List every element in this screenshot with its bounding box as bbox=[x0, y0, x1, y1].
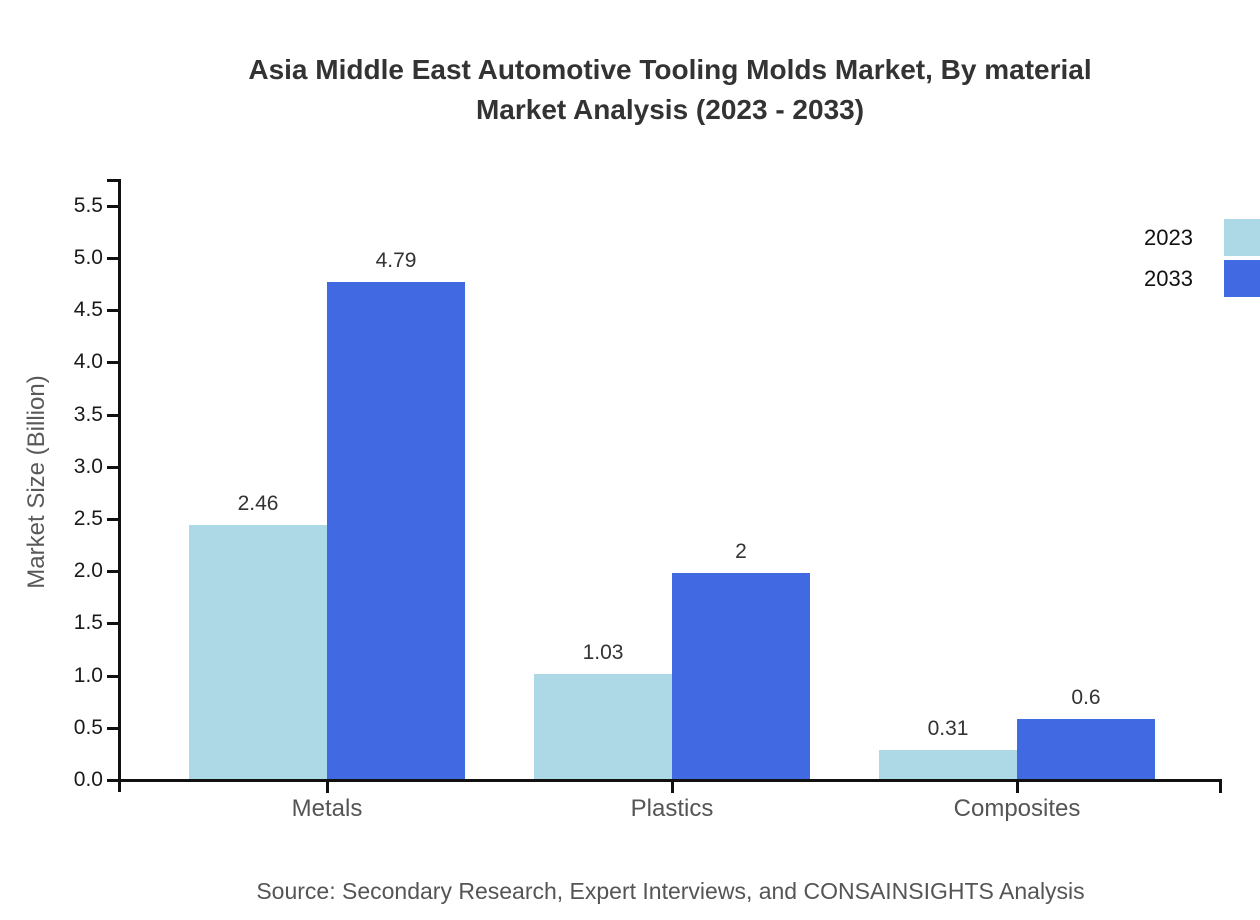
y-tick-label: 0.0 bbox=[73, 768, 103, 791]
x-tick-mark bbox=[326, 779, 329, 793]
chart-title-line1: Asia Middle East Automotive Tooling Mold… bbox=[248, 54, 1092, 85]
y-tick-mark bbox=[107, 570, 121, 573]
y-tick-label: 2.0 bbox=[73, 559, 103, 582]
y-axis-line bbox=[118, 179, 121, 792]
chart-title-line2: Market Analysis (2023 - 2033) bbox=[475, 94, 865, 125]
y-tick-mark bbox=[107, 257, 121, 260]
bar-2023-composites bbox=[879, 750, 1017, 782]
x-tick-mark bbox=[671, 779, 674, 793]
bar-2023-plastics bbox=[534, 674, 672, 782]
y-tick-label: 3.0 bbox=[73, 455, 103, 478]
source-note: Source: Secondary Research, Expert Inter… bbox=[256, 878, 1085, 904]
y-tick-label: 2.5 bbox=[73, 507, 103, 530]
y-tick-mark bbox=[107, 309, 121, 312]
y-tick-label: 0.5 bbox=[73, 716, 103, 739]
y-tick-mark bbox=[107, 361, 121, 364]
bar-2033-metals bbox=[327, 282, 465, 782]
y-tick-label: 5.5 bbox=[73, 194, 103, 217]
y-tick-mark bbox=[107, 205, 121, 208]
y-tick-mark bbox=[107, 622, 121, 625]
y-tick-label: 4.5 bbox=[73, 298, 103, 321]
y-tick-mark bbox=[107, 414, 121, 417]
bar-2033-composites bbox=[1017, 719, 1155, 782]
x-axis-line bbox=[118, 779, 1222, 782]
bar-value-label: 2.46 bbox=[237, 492, 279, 515]
y-tick-mark bbox=[107, 675, 121, 678]
y-tick-mark bbox=[107, 727, 121, 730]
bar-2023-metals bbox=[189, 525, 327, 782]
y-tick-label: 5.0 bbox=[73, 246, 103, 269]
y-axis-end-cap bbox=[107, 179, 121, 182]
bar-value-label: 2 bbox=[735, 540, 747, 563]
y-tick-label: 3.5 bbox=[73, 403, 103, 426]
x-axis-end-cap bbox=[1219, 779, 1222, 793]
bar-value-label: 0.31 bbox=[927, 717, 969, 740]
y-tick-mark bbox=[107, 518, 121, 521]
y-tick-mark bbox=[107, 779, 121, 782]
x-category-label-metals: Metals bbox=[291, 795, 363, 822]
bar-value-label: 0.6 bbox=[1071, 686, 1101, 709]
x-tick-mark bbox=[1016, 779, 1019, 793]
bar-value-label: 4.79 bbox=[375, 249, 417, 272]
bar-2033-plastics bbox=[672, 573, 810, 782]
y-tick-label: 4.0 bbox=[73, 350, 103, 373]
x-category-label-plastics: Plastics bbox=[630, 795, 714, 822]
y-tick-label: 1.0 bbox=[73, 664, 103, 687]
bar-value-label: 1.03 bbox=[582, 641, 624, 664]
y-tick-label: 1.5 bbox=[73, 611, 103, 634]
x-category-label-composites: Composites bbox=[953, 795, 1081, 822]
y-tick-mark bbox=[107, 466, 121, 469]
chart-title: Asia Middle East Automotive Tooling Mold… bbox=[140, 50, 1200, 130]
